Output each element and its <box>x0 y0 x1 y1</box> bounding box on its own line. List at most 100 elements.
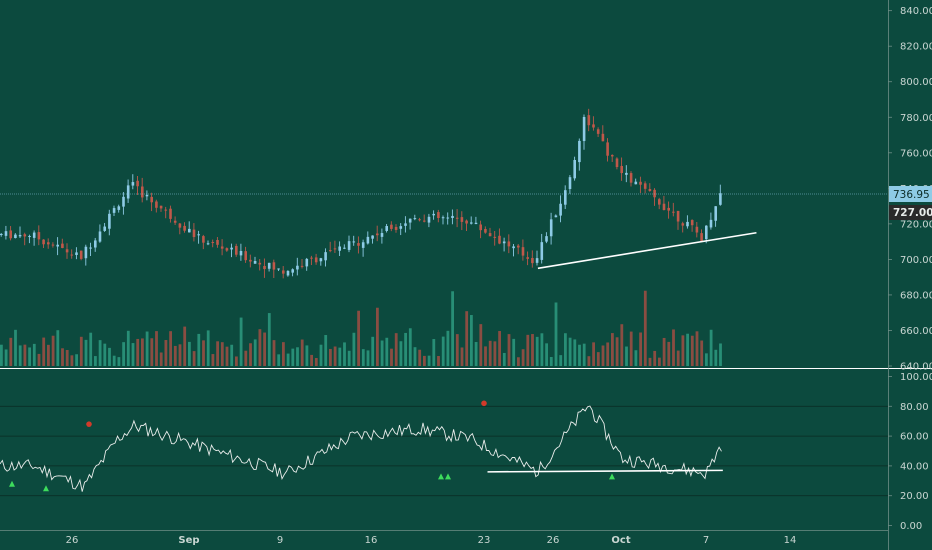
candle-body <box>620 165 623 174</box>
candle <box>9 226 12 241</box>
volume-bar <box>159 352 163 366</box>
candle <box>465 219 468 232</box>
volume-bar <box>131 343 135 366</box>
candle <box>455 209 459 228</box>
volume-bar <box>498 331 501 366</box>
rsi-tick: 60.00 <box>888 432 929 443</box>
volume-bar <box>94 356 97 366</box>
volume-bar <box>672 329 675 366</box>
candle-body <box>700 233 703 241</box>
candle <box>446 212 450 225</box>
candle-body <box>709 219 713 228</box>
volume-bar <box>719 343 722 366</box>
candle <box>625 165 628 183</box>
volume-bar <box>408 328 412 366</box>
candle <box>258 258 262 271</box>
time-tick-label: Oct <box>611 535 630 546</box>
candle <box>141 177 144 203</box>
candle <box>517 243 520 255</box>
price-tick-label: 840.00 <box>900 6 932 17</box>
volume-bar <box>244 350 248 366</box>
candle <box>531 250 534 268</box>
candle-body <box>681 223 685 226</box>
candle <box>399 223 403 236</box>
volume-bar <box>122 342 125 366</box>
time-tick-label: 14 <box>784 535 797 546</box>
volume-bar <box>526 334 530 366</box>
candle-body <box>714 206 717 221</box>
volume-bar <box>705 353 708 366</box>
candle <box>70 249 74 259</box>
time-tick-label: 16 <box>365 535 378 546</box>
candle <box>89 242 92 256</box>
volume-bar <box>347 350 351 366</box>
price-tick: 760.00 <box>888 148 932 159</box>
candle-body <box>385 226 388 231</box>
price-tick: 660.00 <box>888 326 932 337</box>
prev-close-label-bg <box>889 205 932 220</box>
candle-body <box>690 220 694 226</box>
candle-body <box>70 254 74 256</box>
rsi-oversold-marker <box>438 473 444 480</box>
volume-bar <box>197 333 201 366</box>
candle <box>108 209 111 236</box>
price-tick: 840.00 <box>888 6 932 17</box>
candle-body <box>141 186 144 198</box>
volume-bar <box>183 326 187 366</box>
candle <box>437 209 440 223</box>
volume-bar <box>601 345 605 366</box>
volume-bar <box>202 340 205 366</box>
candle <box>338 241 341 256</box>
volume-bar <box>65 349 69 366</box>
current-price-label: 736.95 <box>889 186 932 202</box>
candle-body <box>352 241 356 243</box>
volume-bar <box>192 351 196 366</box>
volume-bar <box>75 354 78 366</box>
candle-body <box>197 234 200 236</box>
candle-body <box>502 241 506 244</box>
volume-bar <box>432 339 436 366</box>
volume-bar <box>658 357 661 366</box>
volume-bar <box>56 330 60 366</box>
time-axis[interactable]: 26 Sep 9 16 23 26 Oct 7 14 <box>66 535 797 546</box>
volume-bar <box>361 349 365 366</box>
candle <box>498 228 501 245</box>
rsi-axis[interactable]: 100.00 80.00 60.00 40.00 20.00 0.00 <box>888 372 932 532</box>
candle <box>719 184 722 206</box>
candle <box>112 205 116 217</box>
volume-bar <box>211 354 215 366</box>
candle-body <box>4 231 8 236</box>
candle <box>225 247 229 252</box>
candle-body <box>347 241 351 250</box>
candle <box>216 237 219 248</box>
volume-bar <box>540 333 544 366</box>
candle <box>352 235 356 246</box>
volume-bar <box>686 333 689 366</box>
candle-body <box>89 247 92 249</box>
candle <box>578 138 581 171</box>
candle <box>376 225 379 242</box>
candle-body <box>211 242 215 244</box>
volume-bar <box>371 336 375 366</box>
candle-body <box>244 251 247 261</box>
candle-body <box>361 242 365 248</box>
candle <box>413 214 417 221</box>
candle <box>568 175 572 194</box>
candle-body <box>112 208 116 213</box>
candle-body <box>9 230 12 239</box>
candle-body <box>61 243 64 249</box>
candle-body <box>267 262 271 269</box>
candle <box>404 216 407 233</box>
candle-body <box>225 248 229 251</box>
volume-bar <box>423 355 426 366</box>
candle-body <box>399 226 403 229</box>
volume-bar <box>681 335 685 366</box>
candle-body <box>676 210 680 222</box>
rsi-tick-label: 60.00 <box>900 432 929 443</box>
volume-bar <box>531 334 534 366</box>
candle-body <box>423 220 426 222</box>
volume-bar <box>554 302 558 366</box>
candle <box>540 233 544 264</box>
candle-body <box>488 233 492 237</box>
